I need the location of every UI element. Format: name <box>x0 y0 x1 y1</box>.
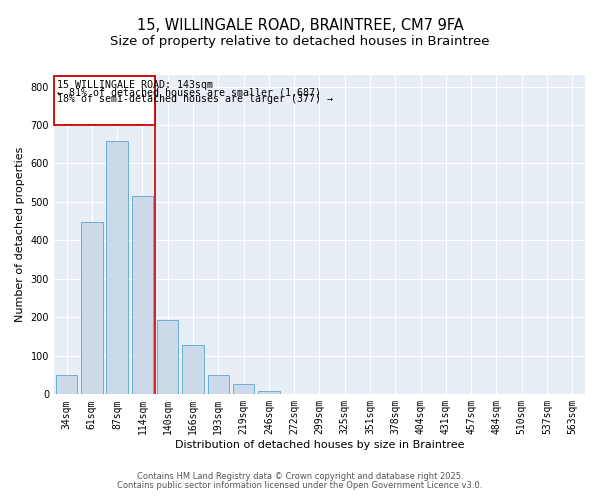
Bar <box>233 384 254 394</box>
Y-axis label: Number of detached properties: Number of detached properties <box>15 147 25 322</box>
Bar <box>208 375 229 394</box>
Bar <box>157 320 178 394</box>
X-axis label: Distribution of detached houses by size in Braintree: Distribution of detached houses by size … <box>175 440 464 450</box>
Text: Contains public sector information licensed under the Open Government Licence v3: Contains public sector information licen… <box>118 481 482 490</box>
Text: Size of property relative to detached houses in Braintree: Size of property relative to detached ho… <box>110 35 490 48</box>
Bar <box>258 392 280 394</box>
Text: 15 WILLINGALE ROAD: 143sqm: 15 WILLINGALE ROAD: 143sqm <box>57 80 213 90</box>
Bar <box>131 196 153 394</box>
Text: ← 81% of detached houses are smaller (1,687): ← 81% of detached houses are smaller (1,… <box>57 88 321 98</box>
FancyBboxPatch shape <box>54 76 155 125</box>
Bar <box>182 345 204 395</box>
Bar <box>106 141 128 395</box>
Text: 18% of semi-detached houses are larger (377) →: 18% of semi-detached houses are larger (… <box>57 94 333 104</box>
Text: 15, WILLINGALE ROAD, BRAINTREE, CM7 9FA: 15, WILLINGALE ROAD, BRAINTREE, CM7 9FA <box>137 18 463 32</box>
Bar <box>56 375 77 394</box>
Bar <box>81 222 103 394</box>
Text: Contains HM Land Registry data © Crown copyright and database right 2025.: Contains HM Land Registry data © Crown c… <box>137 472 463 481</box>
